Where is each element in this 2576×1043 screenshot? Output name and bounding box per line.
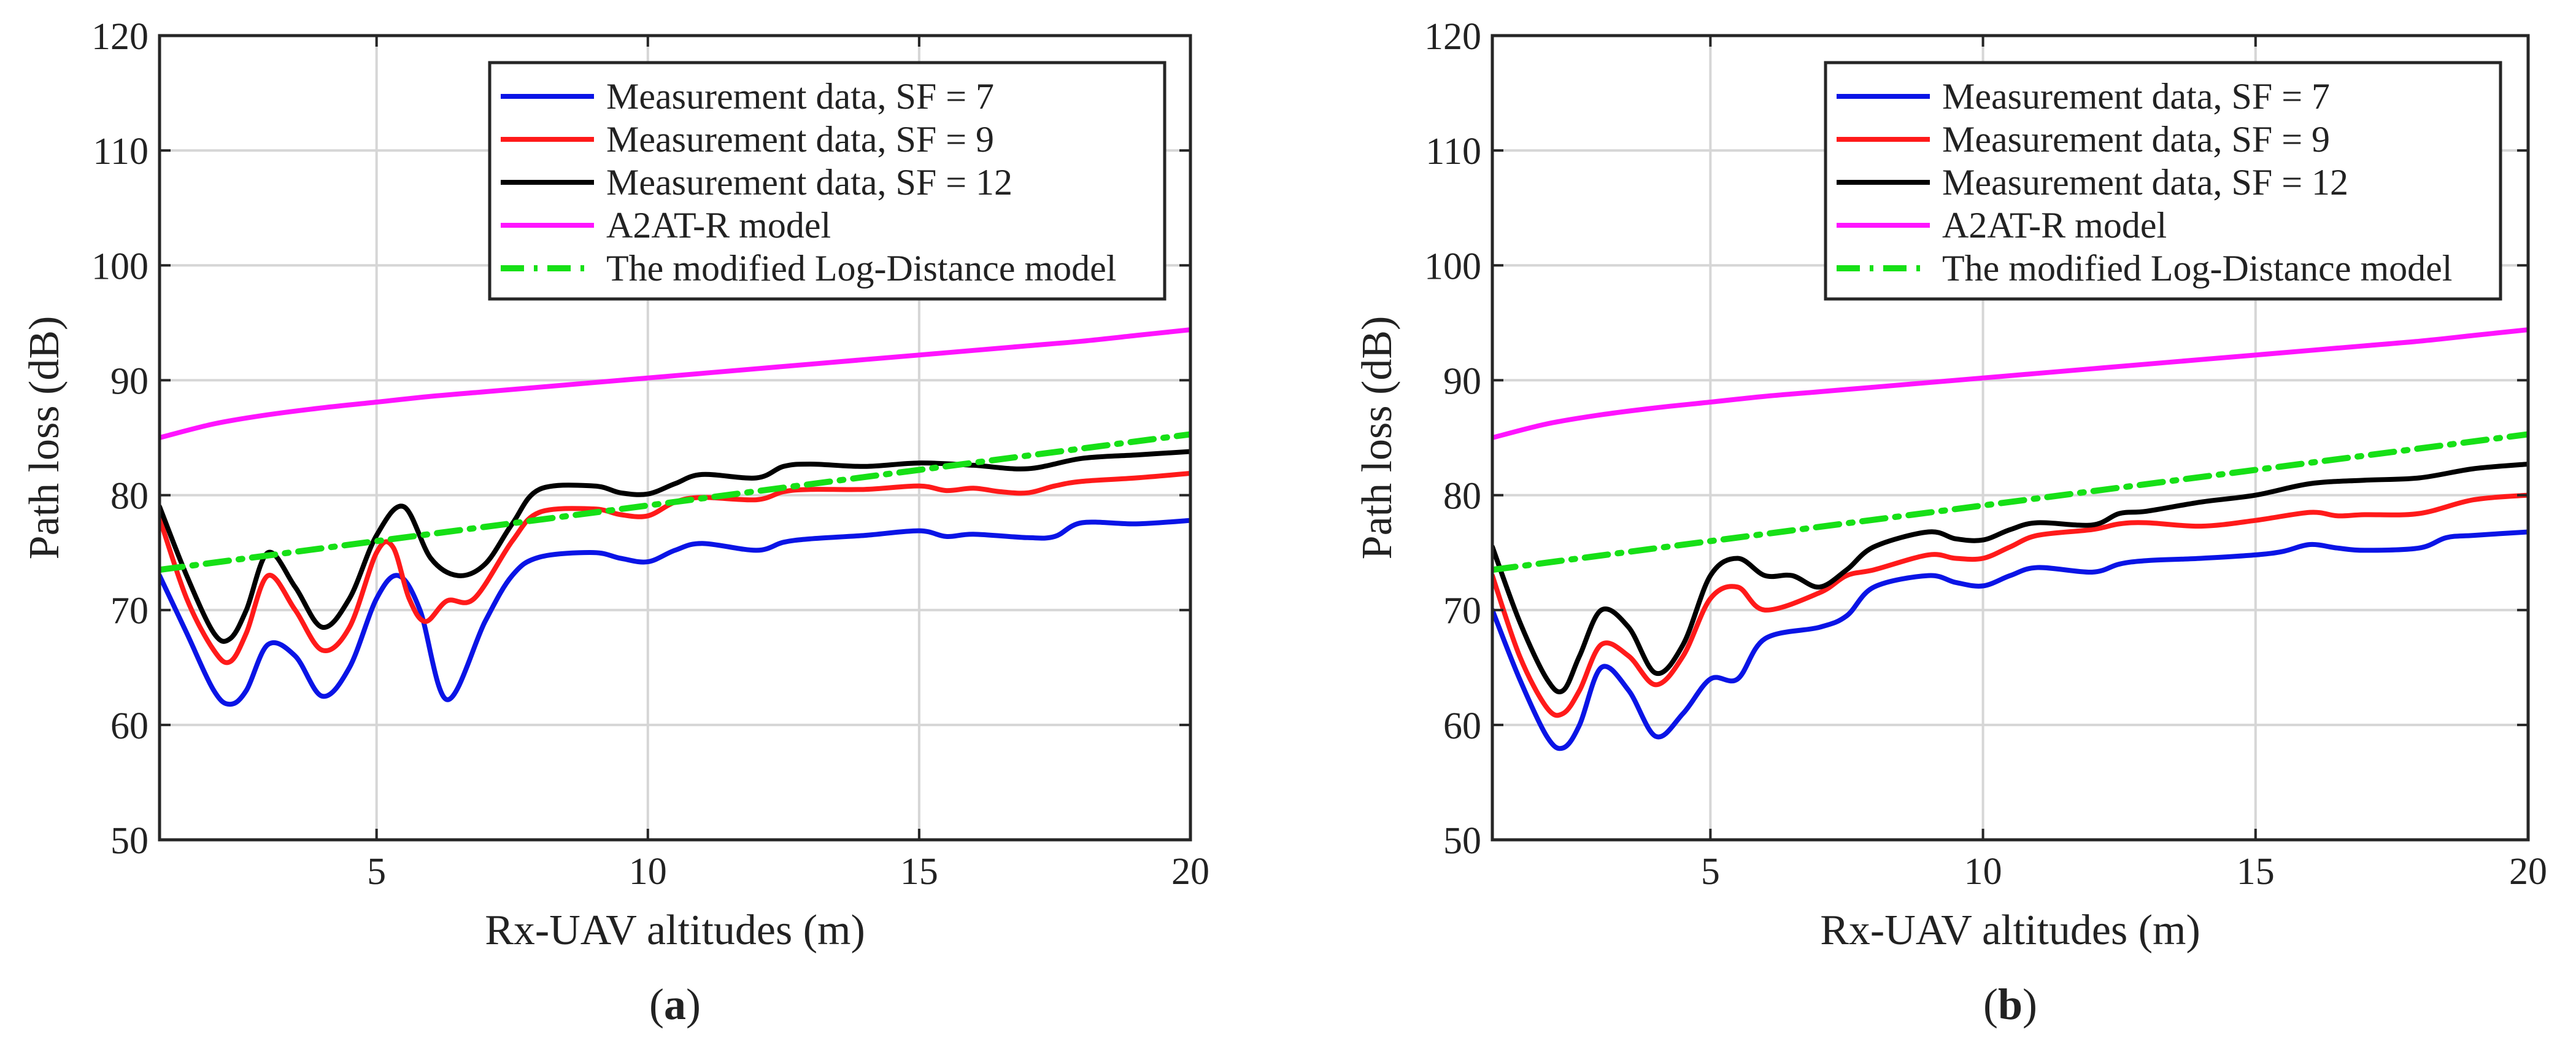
y-tick-label: 110 [93, 131, 148, 173]
legend-label: Measurement data, SF = 7 [1942, 76, 2330, 117]
y-tick-label: 60 [110, 705, 148, 747]
series-line [160, 431, 1190, 573]
y-tick-label: 90 [1443, 360, 1481, 402]
panel-label-part: b [1998, 980, 2023, 1029]
y-tick-label: 50 [1443, 820, 1481, 862]
series-line [160, 327, 1190, 440]
series-group [160, 327, 1190, 707]
x-tick-label: 5 [367, 851, 386, 893]
y-tick-label: 100 [1424, 246, 1481, 287]
x-tick-label: 20 [2509, 851, 2547, 893]
legend-box [488, 61, 1167, 301]
y-tick-label: 60 [1443, 705, 1481, 747]
y-tick-label: 120 [91, 16, 148, 58]
y-tick-label: 80 [110, 476, 148, 518]
panel-label: (b) [1983, 980, 2037, 1029]
legend-label: Measurement data, SF = 12 [606, 162, 1012, 203]
x-axis-label: Rx-UAV altitudes (m) [1820, 907, 2200, 954]
x-tick-label: 20 [1171, 851, 1209, 893]
panel-label-part: ( [1983, 980, 1998, 1029]
y-axis-label: Path loss (dB) [1354, 316, 1401, 560]
panel-label-part: ( [649, 980, 664, 1029]
y-tick-label: 110 [1425, 131, 1481, 173]
y-tick-label: 80 [1443, 476, 1481, 518]
series-line [1492, 492, 2528, 718]
legend-label: Measurement data, SF = 12 [1942, 162, 2348, 203]
panel-label-part: a [664, 980, 686, 1029]
legend-label: Measurement data, SF = 7 [606, 76, 994, 117]
legend-label: Measurement data, SF = 9 [1942, 119, 2330, 160]
legend-label: A2AT-R model [606, 205, 831, 246]
x-tick-label: 10 [1964, 851, 2002, 893]
x-axis-label: Rx-UAV altitudes (m) [485, 907, 865, 954]
y-axis-label: Path loss (dB) [21, 316, 68, 560]
x-tick-label: 15 [900, 851, 938, 893]
y-tick-label: 100 [91, 246, 148, 287]
panel-label-part: ) [2023, 980, 2037, 1029]
y-tick-label: 120 [1424, 16, 1481, 58]
series-line [160, 471, 1190, 665]
legend-label: The modified Log-Distance model [606, 248, 1116, 289]
y-tick-label: 70 [110, 591, 148, 632]
y-tick-label: 50 [110, 820, 148, 862]
x-tick-label: 10 [629, 851, 667, 893]
chart-panel-a: 5 10 15 20 50 60 70 80 90 100 110 120 Rx-UAV altitud… [21, 16, 1209, 1029]
series-line [160, 518, 1190, 707]
series-group [1492, 327, 2528, 751]
panel-label: (a) [649, 980, 701, 1029]
panel-label-part: ) [686, 980, 701, 1029]
legend-box [1824, 61, 2502, 301]
chart-panel-b: 5 10 15 20 50 60 70 80 90 100 110 120 Rx-UAV altitud… [1354, 16, 2547, 1029]
series-line [1492, 431, 2528, 573]
series-line [1492, 529, 2528, 751]
x-tick-label: 15 [2237, 851, 2275, 893]
axes-box [1490, 34, 2530, 842]
y-tick-label: 90 [110, 360, 148, 402]
axes-box [158, 34, 1192, 842]
legend-label: Measurement data, SF = 9 [606, 119, 994, 160]
legend-label: The modified Log-Distance model [1942, 248, 2452, 289]
x-tick-label: 5 [1701, 851, 1720, 893]
series-line [1492, 462, 2528, 694]
legend-label: A2AT-R model [1942, 205, 2167, 246]
series-line [1492, 327, 2528, 440]
y-tick-label: 70 [1443, 591, 1481, 632]
